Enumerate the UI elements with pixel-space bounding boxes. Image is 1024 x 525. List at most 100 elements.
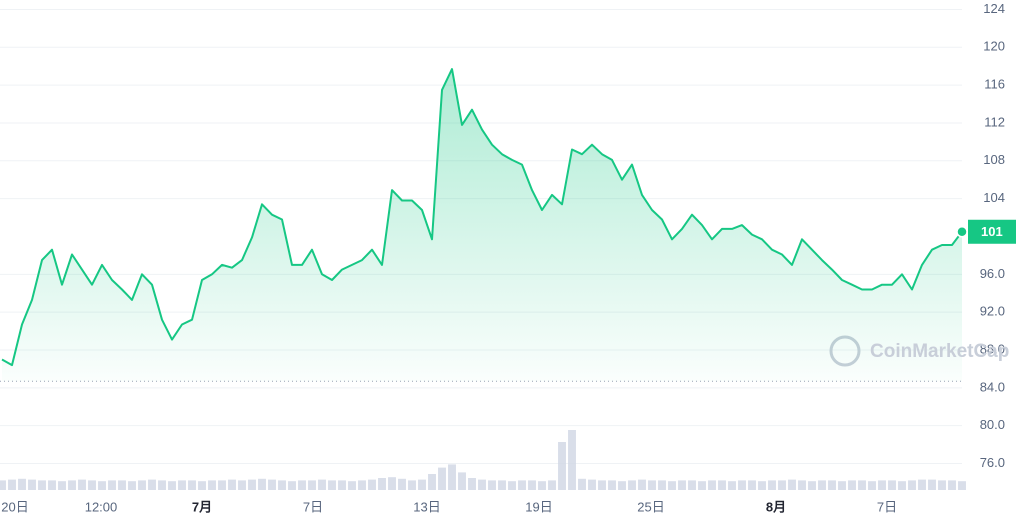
volume-bar <box>308 480 316 490</box>
volume-bar <box>888 480 896 490</box>
volume-bar <box>428 474 436 490</box>
volume-bar <box>18 478 26 490</box>
volume-bar <box>638 479 646 490</box>
volume-bar <box>748 480 756 490</box>
volume-bar <box>808 481 816 490</box>
volume-bar <box>778 480 786 490</box>
volume-bar <box>928 479 936 490</box>
volume-bar <box>0 480 6 490</box>
volume-bar <box>958 481 966 490</box>
plot <box>0 68 968 490</box>
volume-bar <box>528 480 536 490</box>
volume-bar <box>498 480 506 490</box>
volume-bar <box>908 480 916 490</box>
volume-bar <box>488 480 496 490</box>
volume-bar <box>238 480 246 490</box>
y-tick-label: 112 <box>984 114 1005 129</box>
volume-bar <box>198 481 206 490</box>
volume-bar <box>648 480 656 490</box>
volume-bar <box>108 480 116 490</box>
x-tick-label: 12:00 <box>85 499 118 514</box>
volume-bar <box>188 480 196 490</box>
volume-bar <box>208 480 216 490</box>
x-tick-label: 7日 <box>877 499 897 514</box>
volume-bar <box>318 479 326 490</box>
volume-bar <box>98 481 106 490</box>
volume-bar <box>68 480 76 490</box>
volume-bar <box>28 479 36 490</box>
volume-bar <box>728 481 736 490</box>
y-tick-label: 92.0 <box>980 304 1005 319</box>
volume-bar <box>698 481 706 490</box>
x-tick-label: 8月 <box>766 499 786 514</box>
volume-bar <box>168 481 176 490</box>
y-tick-label: 116 <box>984 77 1005 92</box>
volume-bar <box>568 430 576 490</box>
volume-bar <box>688 480 696 490</box>
y-tick-label: 84.0 <box>980 379 1005 394</box>
volume-bar <box>608 480 616 490</box>
volume-bar <box>298 480 306 490</box>
volume-bar <box>228 479 236 490</box>
volume-bar <box>818 480 826 490</box>
volume-bar <box>378 478 386 490</box>
volume-bar <box>558 442 566 490</box>
volume-bar <box>438 467 446 490</box>
volume-bar <box>458 472 466 490</box>
volume-bar <box>468 478 476 490</box>
volume-bar <box>848 480 856 490</box>
volume-bar <box>628 480 636 490</box>
volume-bar <box>58 481 66 490</box>
volume-bar <box>538 481 546 490</box>
volume-bar <box>368 479 376 490</box>
volume-bar <box>248 479 256 490</box>
volume-bar <box>768 480 776 490</box>
price-tag <box>968 219 1016 244</box>
x-tick-label: 19日 <box>525 499 552 514</box>
volume-bar <box>858 480 866 490</box>
volume-bar <box>398 478 406 490</box>
labels: 124 120 116 112 108 104 96.0 92.0 88.0 84.0 80.0 76… <box>1 1 1016 514</box>
volume-bar <box>708 480 716 490</box>
volume-bar <box>408 480 416 490</box>
y-tick-label: 124 <box>983 1 1005 16</box>
volume-bar <box>158 480 166 490</box>
volume-bar <box>338 480 346 490</box>
volume-bar <box>738 480 746 490</box>
x-tick-label: 20日 <box>1 499 28 514</box>
volume-bar <box>258 478 266 490</box>
volume-bar <box>718 480 726 490</box>
volume-bar <box>868 481 876 490</box>
y-tick-label: 88.0 <box>980 341 1005 356</box>
volume-bar <box>148 479 156 490</box>
volume-bar <box>138 480 146 490</box>
volume-bar <box>388 477 396 490</box>
volume-bar <box>38 480 46 490</box>
volume-bar <box>418 479 426 490</box>
volume-bar <box>88 480 96 490</box>
watermark: CoinMarketCap <box>870 341 1009 362</box>
volume-bar <box>178 480 186 490</box>
y-tick-label: 96.0 <box>980 266 1005 281</box>
volume-bar <box>78 479 86 490</box>
last-point <box>956 226 968 238</box>
volume-bar <box>548 480 556 490</box>
volume-bar <box>518 480 526 490</box>
y-tick-label: 80.0 <box>980 417 1005 432</box>
volume-bar <box>448 464 456 490</box>
volume-bar <box>658 480 666 490</box>
y-tick-label: 76.0 <box>980 455 1005 470</box>
volume-bar <box>578 478 586 490</box>
volume-bar <box>48 480 56 490</box>
volume-bar <box>878 480 886 490</box>
volume-bar <box>288 481 296 490</box>
x-tick-label: 7月 <box>192 499 212 514</box>
x-tick-label: 25日 <box>637 499 664 514</box>
volume-bar <box>588 479 596 490</box>
volume-bar <box>668 481 676 490</box>
volume-bar <box>948 480 956 490</box>
y-tick-label: 104 <box>983 190 1005 205</box>
volume-bar <box>618 481 626 490</box>
price-line <box>1 68 963 367</box>
price-tag-label: 101 <box>981 224 1003 239</box>
